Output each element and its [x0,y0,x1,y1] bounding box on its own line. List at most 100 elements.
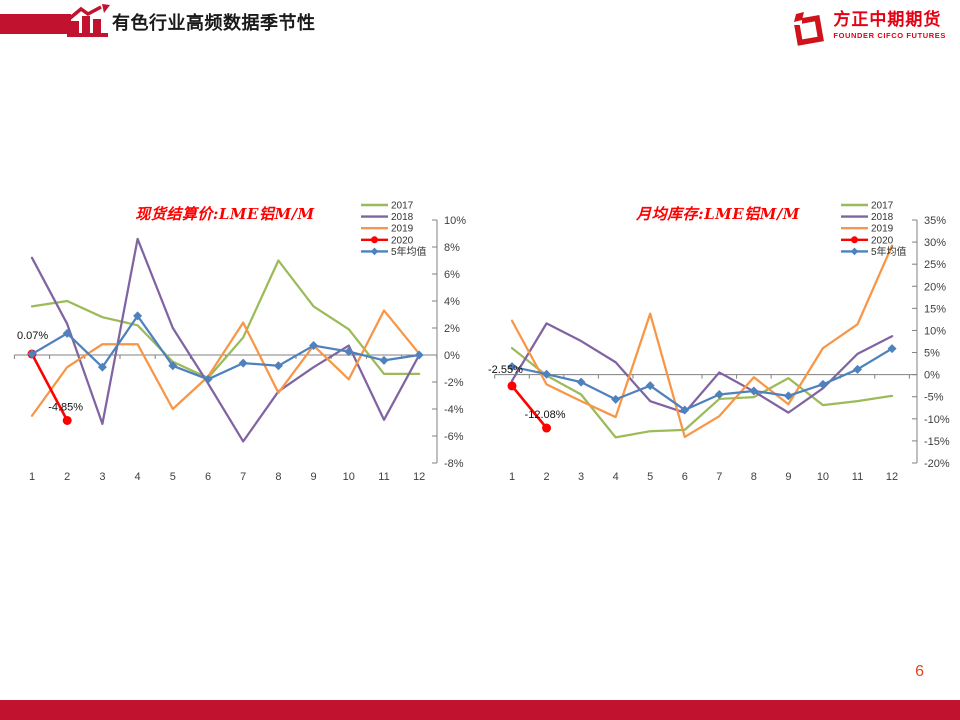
series-line-5年均值 [30,314,421,381]
legend-label-2017: 2017 [391,201,414,212]
marker-diamond-5年均值 [576,377,586,387]
legend-label-2020: 2020 [391,235,414,246]
y-tick-label: 30% [924,237,946,249]
x-tick-label: 6 [682,471,688,483]
x-tick-label: 1 [29,471,35,483]
x-tick-label: 4 [613,471,619,483]
series-line-2019 [30,309,421,417]
bar-chart-icon [67,4,110,37]
chart-lme-aluminum-avg-inventory: 35%30%25%20%15%10%5%0%-5%-10%-15%-20%1 2 3… [488,201,950,484]
marker-diamond-5年均值 [887,344,897,354]
x-tick-label: 2 [543,471,549,483]
x-tick-label: 10 [343,471,355,483]
marker-circle-2020 [62,415,72,425]
footer-accent-bar [0,700,960,720]
series-line-2019 [510,244,894,439]
x-tick-label: 8 [275,471,281,483]
data-label: -2.55% [488,364,523,376]
brand-tagline: FOUNDER CIFCO FUTURES [833,31,946,40]
marker-diamond-5年均值 [97,362,107,372]
series-line-2018 [510,322,894,414]
marker-diamond-5年均值 [27,349,37,359]
brand-name: 方正中期期货 [833,10,942,29]
brand-logo: 方正中期期货 FOUNDER CIFCO FUTURES [790,10,946,46]
series-line-2017 [510,347,894,439]
x-tick-label: 10 [817,471,829,483]
y-tick-label: -6% [444,431,464,443]
x-tick-label: 4 [135,471,141,483]
legend-label-2018: 2018 [391,212,414,223]
legend-marker-5年均值 [370,247,379,256]
y-tick-label: -20% [924,458,950,470]
marker-diamond-5年均值 [203,374,213,384]
chart-lme-aluminum-settlement-price: 10%8%6%4%2%0%-2%-4%-6%-8%1 2 3 4 5 6 7 8 9 10 11 12… [13,201,466,483]
marker-diamond-5年均值 [818,379,828,389]
marker-diamond-5年均值 [714,390,724,400]
marker-diamond-5年均值 [344,347,354,357]
marker-diamond-5年均值 [238,358,248,368]
marker-diamond-5年均值 [507,362,517,372]
y-tick-label: 10% [924,325,946,337]
y-tick-label: 6% [444,269,460,281]
x-tick-label: 5 [170,471,176,483]
y-tick-label: 10% [444,215,466,227]
series-line-5年均值 [510,347,894,412]
legend-marker-2020 [851,236,858,244]
y-tick-label: -2% [444,377,464,389]
marker-diamond-5年均值 [853,364,862,374]
founder-logo-icon [793,12,825,46]
legend-marker-5年均值 [850,247,859,256]
x-tick-label: 7 [240,471,246,483]
legend-label-5年均值: 5年均值 [391,245,427,258]
y-tick-label: -8% [444,458,464,470]
y-tick-label: 35% [924,215,946,227]
marker-diamond-5年均值 [542,369,552,379]
x-tick-label: 7 [716,471,722,483]
y-tick-label: 4% [444,296,460,308]
y-tick-label: 2% [444,323,460,335]
x-tick-label: 1 [509,471,515,483]
y-tick-label: 25% [924,259,946,271]
y-tick-label: 8% [444,242,460,254]
page-number: 6 [915,663,924,680]
page-title: 有色行业高频数据季节性 [112,13,316,33]
x-tick-label: 8 [751,471,757,483]
marker-diamond-5年均值 [273,361,283,371]
header-accent-block [0,14,71,34]
y-tick-label: -10% [924,414,950,426]
series-line-2020 [30,352,69,422]
y-tick-label: 0% [444,350,460,362]
marker-diamond-5年均值 [309,341,319,351]
series-line-2017 [30,259,421,380]
legend-label-2018: 2018 [871,212,894,223]
x-tick-label: 3 [99,471,105,483]
marker-diamond-5年均值 [62,328,72,338]
marker-diamond-5年均值 [379,355,389,365]
y-tick-label: 20% [924,281,946,293]
series-line-2018 [30,237,421,443]
marker-diamond-5年均值 [680,405,690,415]
chart-title: 现货结算价:LME铝M/M [135,205,314,223]
y-tick-label: 5% [924,348,940,360]
marker-diamond-5年均值 [133,311,143,321]
x-tick-label: 2 [64,471,70,483]
x-tick-label: 11 [852,471,863,483]
data-label: 0.07% [17,330,48,342]
x-tick-label: 12 [413,471,425,483]
y-tick-label: 0% [924,370,940,382]
x-tick-label: 11 [378,471,389,483]
y-tick-label: -5% [924,392,944,404]
marker-diamond-5年均值 [645,381,655,391]
y-tick-label: -15% [924,436,950,448]
chart-title: 月均库存:LME铝M/M [635,205,800,223]
legend-label-2020: 2020 [871,235,894,246]
legend-label-2019: 2019 [871,224,894,235]
legend-label-5年均值: 5年均值 [871,245,907,258]
legend-marker-2020 [371,236,378,244]
x-tick-label: 12 [886,471,898,483]
marker-diamond-5年均值 [749,386,759,396]
legend-label-2017: 2017 [871,201,894,212]
marker-diamond-5年均值 [168,361,178,371]
marker-circle-2020 [507,381,517,391]
